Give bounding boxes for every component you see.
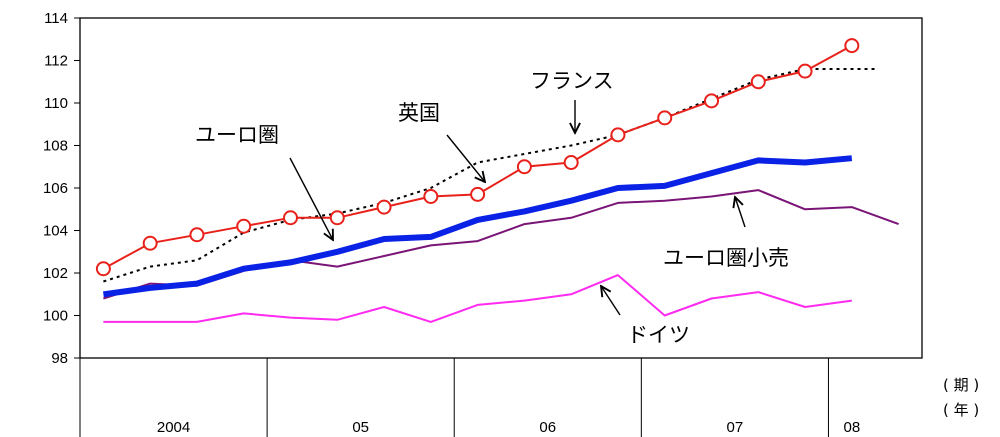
uk-arrow [446,134,485,182]
y-tick-label: 106 [43,180,68,197]
y-tick-label: 114 [44,10,68,27]
x-year-label: 2004 [157,419,190,436]
annotation-germany: ドイツ [627,323,690,347]
data-point [329,210,345,226]
y-tick-label: 102 [43,265,68,282]
data-point [563,155,579,170]
data-point [704,93,719,109]
series-line [102,44,853,270]
series-group [95,38,899,323]
data-point [95,261,111,277]
y-tick-label: 110 [44,95,68,112]
data-point [610,127,626,143]
data-point [657,110,673,126]
y-tick-label: 112 [44,53,68,70]
x-year-label: 08 [843,419,860,436]
x-year-label: 06 [539,419,556,436]
data-point [470,186,486,202]
euro-area-arrow [289,157,333,240]
plot-frame [79,17,923,359]
germany-arrow [601,286,621,316]
x-year-label: 05 [352,419,369,436]
y-tick-label: 100 [43,308,68,325]
data-point [236,218,252,234]
series-line [102,155,853,298]
euro-retail-arrow [735,197,746,228]
x-year-label: 07 [727,419,744,436]
y-tick-label: 104 [43,223,68,240]
data-point [516,159,532,175]
data-point [797,63,813,79]
annotation-euro-area: ユーロ圏 [195,123,279,147]
annotation-france: フランス [530,69,614,93]
data-point [142,235,158,251]
axis-unit-labels: ( 期 ) ( 年 ) [943,376,979,419]
axes: 98 100 102 104 106 108 110 112 114 2004 05 06 07 08 [43,10,923,437]
data-point [376,199,392,215]
series-line [103,68,876,283]
data-point [844,38,860,54]
year-unit-label: ( 年 ) [943,401,979,419]
period-unit-label: ( 期 ) [943,376,979,394]
data-point [423,189,439,204]
data-point [283,210,298,226]
y-tick-label: 108 [43,138,68,155]
data-point [189,227,205,243]
annotation-uk: 英国 [398,101,440,125]
annotation-euro-retail: ユーロ圏小売 [663,246,789,270]
annotations: フランス 英国 ユーロ圏 ユーロ圏小売 ドイツ [195,69,789,347]
series-line [103,274,852,323]
y-tick-label: 98 [51,350,68,367]
data-point [750,74,766,90]
